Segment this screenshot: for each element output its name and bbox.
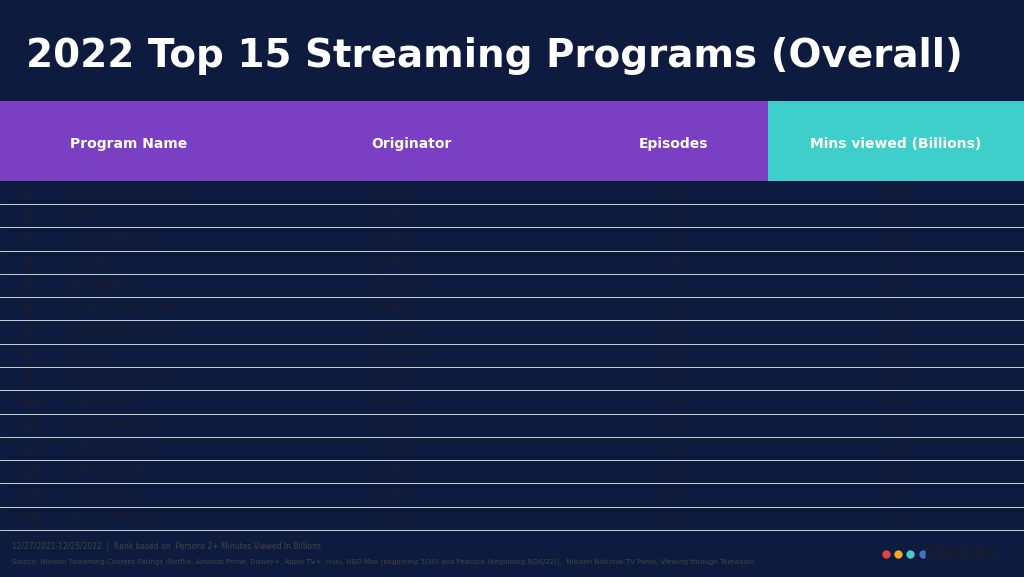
Text: CRIMINAL MINDS: CRIMINAL MINDS: [70, 325, 175, 339]
Text: 176: 176: [662, 395, 685, 409]
Text: 31.3: 31.3: [883, 256, 909, 269]
Text: 11: 11: [18, 418, 38, 432]
Text: Netflix: Netflix: [372, 186, 413, 198]
Text: Originator: Originator: [372, 137, 452, 151]
Bar: [768, 101, 1024, 108]
Text: Netflix: Netflix: [372, 442, 413, 455]
Text: 26.8: 26.8: [882, 302, 910, 315]
Text: 3: 3: [24, 232, 33, 246]
Text: 10: 10: [18, 395, 38, 409]
Text: Netflix: Netflix: [372, 233, 413, 245]
Text: Netflix: Netflix: [372, 256, 413, 269]
Text: GILMORE GIRLS: GILMORE GIRLS: [70, 372, 168, 385]
Text: 153: 153: [662, 372, 685, 385]
Text: 9: 9: [24, 372, 33, 385]
Text: SEINFELD: SEINFELD: [70, 395, 130, 409]
Text: 396: 396: [662, 302, 685, 315]
Text: Netflix: Netflix: [372, 465, 413, 478]
Text: HEARTLAND: HEARTLAND: [70, 465, 145, 478]
Text: 34: 34: [666, 186, 681, 198]
Text: Disney+: Disney+: [372, 279, 425, 292]
Text: Source: Nielsen Streaming Content Ratings (Netflix, Amazon Prime, Disney+, Apple: Source: Nielsen Streaming Content Rating…: [12, 559, 755, 565]
Text: Various: Various: [372, 325, 418, 339]
Text: 16.7: 16.7: [882, 489, 910, 501]
Text: COBRA KAI: COBRA KAI: [70, 489, 137, 501]
Text: 18.8: 18.8: [882, 419, 910, 432]
Text: 38.1: 38.1: [882, 209, 910, 222]
Text: WEDNESDAY: WEDNESDAY: [70, 442, 150, 455]
Bar: [0, 101, 768, 108]
Text: 52.0: 52.0: [882, 186, 910, 198]
Text: 2: 2: [24, 208, 33, 223]
Text: THE SIMPSONS: THE SIMPSONS: [70, 512, 164, 525]
Text: 19.3: 19.3: [883, 395, 909, 409]
Text: NCIS: NCIS: [70, 209, 99, 222]
Bar: [768, 108, 1024, 181]
Text: 8: 8: [24, 349, 33, 362]
Text: 24.9: 24.9: [883, 325, 909, 339]
Text: 5: 5: [24, 279, 33, 293]
Text: 18: 18: [666, 233, 681, 245]
Text: 37.8: 37.8: [882, 233, 910, 245]
Text: Disney+: Disney+: [372, 349, 425, 362]
Text: Mins viewed (Billions): Mins viewed (Billions): [810, 137, 982, 151]
Text: ENCANTO: ENCANTO: [70, 279, 131, 292]
Text: 328: 328: [662, 325, 685, 339]
Text: COCOMELON: COCOMELON: [70, 233, 152, 245]
Text: Nielsen: Nielsen: [924, 545, 998, 564]
Text: Netflix: Netflix: [372, 302, 413, 315]
Text: 356: 356: [662, 209, 685, 222]
Text: 4: 4: [24, 255, 33, 269]
Text: Netflix: Netflix: [372, 372, 413, 385]
Text: Netflix: Netflix: [372, 395, 413, 409]
Text: 667: 667: [662, 512, 685, 525]
Text: 1: 1: [670, 279, 677, 292]
Text: 8: 8: [670, 442, 677, 455]
Text: 50: 50: [666, 489, 681, 501]
Text: 18.0: 18.0: [882, 465, 910, 478]
Text: Netflix: Netflix: [372, 209, 413, 222]
Text: 13: 13: [18, 465, 38, 479]
Text: 114: 114: [662, 349, 685, 362]
Text: Netflix: Netflix: [372, 489, 413, 501]
Text: 1: 1: [24, 185, 33, 199]
Text: 225: 225: [662, 465, 685, 478]
Text: 15.9: 15.9: [882, 512, 910, 525]
Text: 14: 14: [18, 488, 38, 502]
Text: 21.1: 21.1: [883, 349, 909, 362]
Text: STRANGER THINGS: STRANGER THINGS: [70, 186, 189, 198]
Text: 6: 6: [24, 302, 33, 316]
Text: SUPERNATURAL: SUPERNATURAL: [70, 419, 168, 432]
Text: OZARK: OZARK: [70, 256, 114, 269]
Text: 27.4: 27.4: [882, 279, 910, 292]
Text: Program Name: Program Name: [70, 137, 187, 151]
Text: Disney+: Disney+: [372, 512, 425, 525]
Text: 18.6: 18.6: [882, 442, 910, 455]
Text: 12/27/2021-12/25/2022  |  Rank based on  Persons 2+ Minutes Viewed In Billions: 12/27/2021-12/25/2022 | Rank based on Pe…: [12, 542, 322, 551]
Text: Netflix: Netflix: [372, 419, 413, 432]
Bar: [0, 108, 768, 181]
Text: 2022 Top 15 Streaming Programs (Overall): 2022 Top 15 Streaming Programs (Overall): [26, 36, 963, 74]
Text: Episodes: Episodes: [639, 137, 708, 151]
Text: 20.8: 20.8: [882, 372, 910, 385]
Text: 44: 44: [666, 256, 681, 269]
Text: BLUEY: BLUEY: [70, 349, 110, 362]
Text: GREYS ANATOMY: GREYS ANATOMY: [70, 302, 177, 315]
Text: 15: 15: [18, 511, 38, 526]
Text: 7: 7: [24, 325, 33, 339]
Text: 12: 12: [18, 441, 38, 456]
Text: 328: 328: [662, 419, 685, 432]
